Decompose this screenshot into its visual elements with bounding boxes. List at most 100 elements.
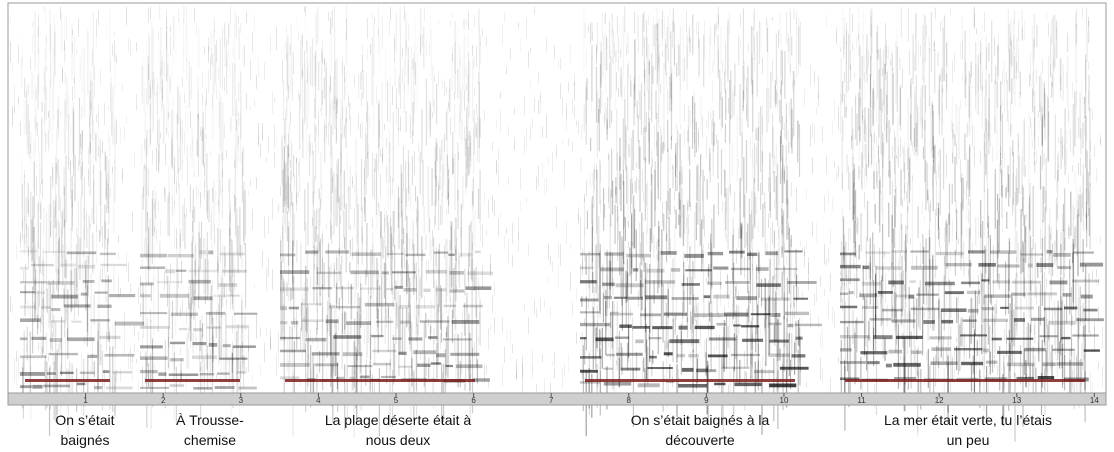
energy xyxy=(179,233,181,248)
energy xyxy=(166,26,168,82)
noise xyxy=(248,328,249,351)
noise xyxy=(944,227,945,242)
noise xyxy=(958,314,959,320)
noise xyxy=(772,59,773,83)
harmonic xyxy=(709,369,717,373)
energy xyxy=(346,365,348,418)
noise xyxy=(52,124,53,144)
energy xyxy=(884,23,887,81)
tick-label: 7 xyxy=(549,396,554,405)
energy xyxy=(597,304,599,352)
energy xyxy=(967,159,969,189)
energy xyxy=(1015,278,1017,340)
harmonic xyxy=(51,294,78,299)
energy xyxy=(939,148,941,216)
harmonic xyxy=(419,320,450,323)
energy xyxy=(790,182,792,197)
noise xyxy=(718,50,719,72)
noise xyxy=(864,191,865,209)
energy xyxy=(846,154,848,173)
noise xyxy=(356,365,357,388)
noise xyxy=(862,382,863,397)
noise xyxy=(878,145,879,163)
energy xyxy=(855,93,856,105)
noise xyxy=(440,333,441,350)
energy xyxy=(154,199,156,219)
energy xyxy=(965,76,967,107)
noise xyxy=(748,285,749,308)
energy xyxy=(669,24,670,41)
harmonic xyxy=(997,350,1022,354)
harmonic xyxy=(375,320,394,323)
noise xyxy=(442,372,443,394)
noise xyxy=(612,255,613,273)
energy xyxy=(221,27,224,90)
energy xyxy=(596,233,598,284)
caption-line: découverte xyxy=(665,432,734,448)
energy xyxy=(943,255,946,308)
noise xyxy=(642,359,643,382)
energy xyxy=(644,278,646,320)
noise xyxy=(106,207,107,213)
energy xyxy=(739,177,741,239)
noise xyxy=(524,95,525,117)
energy xyxy=(893,291,895,320)
noise xyxy=(454,333,455,353)
noise xyxy=(326,125,327,139)
energy xyxy=(330,156,332,213)
energy xyxy=(225,313,227,383)
energy xyxy=(428,358,430,378)
noise xyxy=(142,334,143,353)
energy xyxy=(721,357,723,419)
noise xyxy=(302,323,303,341)
energy xyxy=(349,165,351,210)
harmonic xyxy=(840,377,860,381)
energy xyxy=(886,117,888,129)
energy xyxy=(845,22,848,82)
noise xyxy=(934,42,935,47)
energy xyxy=(416,196,419,256)
energy xyxy=(695,320,697,390)
noise xyxy=(1080,157,1081,176)
energy xyxy=(330,168,332,237)
energy xyxy=(373,22,375,77)
noise xyxy=(862,115,863,124)
energy xyxy=(395,280,397,345)
noise xyxy=(236,119,237,131)
noise xyxy=(578,120,579,134)
energy xyxy=(1054,310,1056,355)
harmonic xyxy=(335,305,361,309)
noise xyxy=(152,339,153,351)
noise xyxy=(574,82,575,101)
energy xyxy=(987,120,989,137)
energy xyxy=(219,38,221,88)
noise xyxy=(818,76,819,99)
energy xyxy=(226,39,228,94)
noise xyxy=(542,126,543,138)
noise xyxy=(22,220,23,228)
harmonic xyxy=(140,345,163,349)
energy xyxy=(350,283,352,340)
noise xyxy=(990,141,991,147)
energy xyxy=(756,369,758,383)
energy xyxy=(779,100,781,123)
energy xyxy=(1085,213,1087,230)
energy xyxy=(880,280,882,327)
noise xyxy=(862,305,863,322)
energy xyxy=(32,216,34,281)
noise xyxy=(740,40,741,49)
harmonic xyxy=(280,287,309,291)
energy xyxy=(469,332,471,391)
energy xyxy=(409,277,411,345)
energy xyxy=(464,321,467,392)
energy xyxy=(1080,194,1082,223)
noise xyxy=(330,218,331,240)
noise xyxy=(570,44,571,64)
noise xyxy=(36,176,37,196)
energy xyxy=(1044,271,1046,287)
energy xyxy=(177,86,179,125)
energy xyxy=(727,20,729,82)
noise xyxy=(64,41,65,51)
noise xyxy=(1048,111,1049,134)
noise xyxy=(96,18,97,38)
